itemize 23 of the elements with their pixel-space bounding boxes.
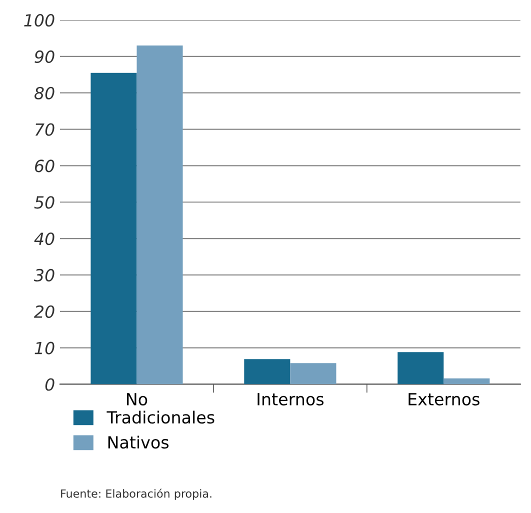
y-tick-label: 20: [34, 305, 54, 318]
bar: [444, 378, 490, 384]
x-tick-label: Internos: [258, 393, 324, 406]
y-tick-label: 80: [34, 86, 54, 100]
y-tick-label: 100: [24, 14, 54, 27]
bar: [136, 46, 183, 384]
x-tick-label: No: [127, 393, 148, 406]
y-tick-label: 40: [34, 232, 54, 246]
x-tick-label: Externos: [408, 393, 480, 406]
bar: [398, 352, 444, 384]
y-tick-label: 50: [34, 196, 54, 209]
y-tick-label: 90: [34, 50, 54, 63]
legend-label: Tradicionales: [106, 410, 214, 424]
source-note: Fuente: Elaboración propia.: [61, 488, 212, 500]
y-tick-label: 10: [34, 342, 54, 354]
y-tick-label: 70: [35, 123, 54, 136]
legend-label: Nativos: [108, 436, 169, 449]
bar: [290, 363, 336, 384]
bar: [90, 72, 137, 384]
y-tick-label: 0: [45, 378, 54, 391]
y-tick-label: 60: [34, 160, 54, 172]
bar: [244, 359, 290, 384]
y-tick-label: 30: [34, 268, 54, 282]
